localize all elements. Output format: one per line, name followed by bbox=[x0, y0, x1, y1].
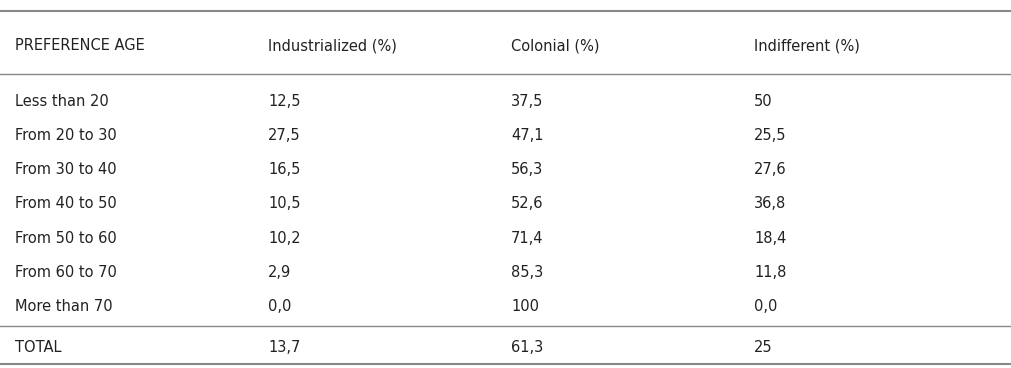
Text: 16,5: 16,5 bbox=[268, 162, 300, 177]
Text: 2,9: 2,9 bbox=[268, 265, 291, 280]
Text: From 20 to 30: From 20 to 30 bbox=[15, 128, 117, 143]
Text: 25,5: 25,5 bbox=[753, 128, 786, 143]
Text: 27,5: 27,5 bbox=[268, 128, 300, 143]
Text: 0,0: 0,0 bbox=[753, 299, 776, 314]
Text: 0,0: 0,0 bbox=[268, 299, 291, 314]
Text: 36,8: 36,8 bbox=[753, 197, 786, 211]
Text: Colonial (%): Colonial (%) bbox=[511, 39, 599, 53]
Text: 37,5: 37,5 bbox=[511, 94, 543, 109]
Text: From 30 to 40: From 30 to 40 bbox=[15, 162, 116, 177]
Text: 52,6: 52,6 bbox=[511, 197, 543, 211]
Text: 100: 100 bbox=[511, 299, 539, 314]
Text: 10,5: 10,5 bbox=[268, 197, 300, 211]
Text: Less than 20: Less than 20 bbox=[15, 94, 109, 109]
Text: 10,2: 10,2 bbox=[268, 231, 300, 245]
Text: Industrialized (%): Industrialized (%) bbox=[268, 39, 396, 53]
Text: 47,1: 47,1 bbox=[511, 128, 543, 143]
Text: Indifferent (%): Indifferent (%) bbox=[753, 39, 859, 53]
Text: 85,3: 85,3 bbox=[511, 265, 543, 280]
Text: 13,7: 13,7 bbox=[268, 340, 300, 355]
Text: 25: 25 bbox=[753, 340, 771, 355]
Text: From 50 to 60: From 50 to 60 bbox=[15, 231, 117, 245]
Text: 11,8: 11,8 bbox=[753, 265, 786, 280]
Text: From 40 to 50: From 40 to 50 bbox=[15, 197, 117, 211]
Text: 56,3: 56,3 bbox=[511, 162, 543, 177]
Text: 18,4: 18,4 bbox=[753, 231, 786, 245]
Text: 61,3: 61,3 bbox=[511, 340, 543, 355]
Text: 50: 50 bbox=[753, 94, 771, 109]
Text: 71,4: 71,4 bbox=[511, 231, 543, 245]
Text: 12,5: 12,5 bbox=[268, 94, 300, 109]
Text: PREFERENCE AGE: PREFERENCE AGE bbox=[15, 39, 145, 53]
Text: TOTAL: TOTAL bbox=[15, 340, 62, 355]
Text: More than 70: More than 70 bbox=[15, 299, 112, 314]
Text: From 60 to 70: From 60 to 70 bbox=[15, 265, 117, 280]
Text: 27,6: 27,6 bbox=[753, 162, 786, 177]
